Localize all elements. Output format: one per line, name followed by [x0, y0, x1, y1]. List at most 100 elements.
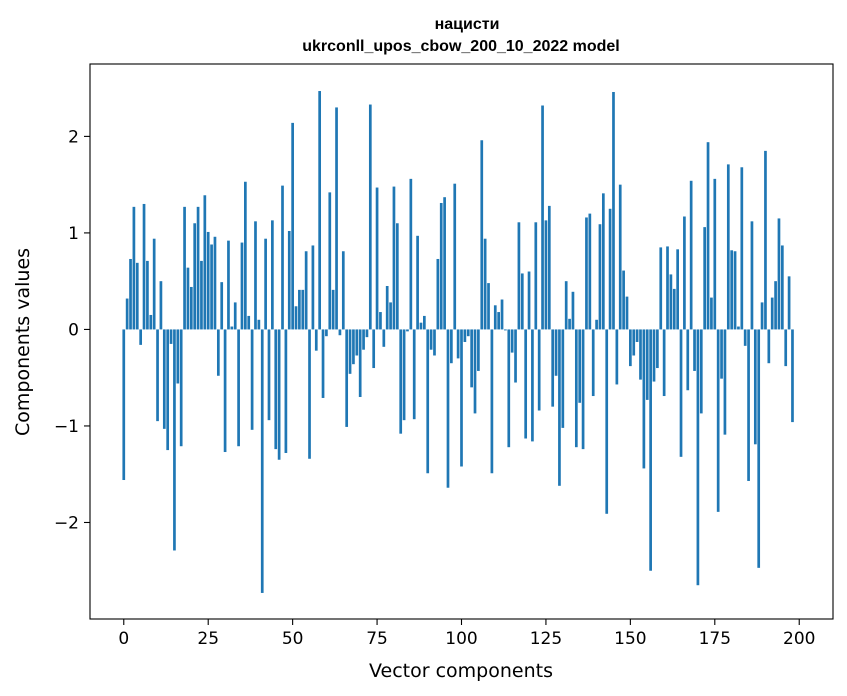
- bar: [321, 329, 325, 398]
- bar: [510, 329, 514, 353]
- bar: [216, 329, 220, 376]
- bar: [534, 222, 538, 330]
- bar: [193, 223, 197, 330]
- bar: [541, 105, 544, 330]
- bar: [206, 231, 210, 330]
- bar: [544, 220, 548, 330]
- bar: [770, 297, 774, 330]
- x-axis-ticks: 0 25 50 75 100 125 150 175 200: [118, 619, 815, 649]
- bar: [412, 329, 416, 420]
- bar: [267, 329, 271, 421]
- bar: [672, 288, 676, 330]
- bar: [750, 221, 754, 330]
- x-tick-label: 25: [197, 629, 219, 649]
- bar: [470, 329, 473, 388]
- bar: [595, 319, 598, 330]
- bar: [183, 206, 186, 330]
- bar: [574, 329, 578, 448]
- bar: [362, 329, 365, 350]
- bar: [250, 329, 254, 430]
- bar: [379, 312, 382, 330]
- bar: [179, 329, 183, 447]
- bar: [466, 329, 470, 337]
- bar: [764, 150, 767, 330]
- x-tick-label: 50: [282, 629, 304, 649]
- bar: [666, 246, 669, 330]
- bar: [527, 271, 531, 330]
- bar: [426, 329, 430, 474]
- bar: [625, 296, 629, 330]
- y-tick-label: 1: [68, 224, 79, 244]
- bar: [314, 329, 318, 351]
- bar: [703, 227, 707, 330]
- bar: [122, 329, 126, 481]
- bar: [304, 251, 308, 330]
- x-tick-label: 150: [614, 629, 646, 649]
- bar: [493, 305, 497, 330]
- bar: [537, 329, 541, 411]
- bar: [601, 193, 605, 330]
- bar: [419, 322, 423, 330]
- y-axis-ticks: −2 −1 0 1 2: [54, 127, 90, 533]
- bar: [325, 329, 328, 337]
- bar: [368, 104, 372, 330]
- bar: [767, 329, 771, 364]
- bar: [747, 329, 750, 481]
- bar: [612, 91, 615, 330]
- bar: [450, 329, 453, 364]
- bar: [335, 107, 338, 330]
- bar: [571, 291, 575, 330]
- bar: [186, 267, 190, 330]
- bar: [125, 298, 129, 330]
- bar: [696, 329, 700, 586]
- x-tick-label: 200: [783, 629, 815, 649]
- bar: [338, 329, 342, 336]
- y-tick-label: −1: [54, 417, 79, 437]
- bar: [341, 251, 345, 330]
- bar: [230, 326, 234, 330]
- bar: [531, 329, 534, 442]
- x-tick-label: 175: [699, 629, 731, 649]
- bar: [409, 178, 413, 330]
- bar: [733, 251, 737, 330]
- bar: [720, 329, 723, 379]
- bar: [480, 140, 484, 330]
- bar: [213, 236, 217, 330]
- bar: [291, 122, 294, 330]
- bar: [135, 262, 139, 330]
- bar: [382, 329, 386, 347]
- bar: [568, 318, 571, 330]
- bar: [784, 329, 788, 367]
- bar: [156, 329, 159, 422]
- bar: [605, 329, 609, 514]
- bar: [375, 187, 379, 330]
- y-axis-label: Components values: [12, 248, 34, 436]
- bar: [699, 329, 703, 414]
- bars-group: [122, 91, 794, 593]
- bar: [142, 203, 146, 330]
- bar: [395, 223, 399, 330]
- bar: [402, 329, 406, 421]
- x-tick-label: 0: [118, 629, 129, 649]
- bar: [723, 329, 727, 435]
- bar: [308, 329, 311, 459]
- bar: [166, 329, 170, 451]
- bar: [189, 286, 193, 330]
- bar: [716, 329, 720, 512]
- bar: [443, 197, 446, 330]
- bar: [777, 218, 781, 330]
- bar: [162, 329, 166, 429]
- bar: [683, 216, 686, 330]
- bar: [399, 329, 403, 434]
- y-tick-label: 2: [68, 127, 79, 147]
- bar: [139, 329, 143, 345]
- bar: [497, 312, 501, 330]
- bar: [760, 302, 764, 330]
- bar: [679, 329, 683, 457]
- chart-title-line-2: ukrconll_upos_cbow_200_10_2022 model: [302, 38, 619, 55]
- bar: [352, 329, 355, 365]
- bar: [706, 142, 710, 330]
- bar: [132, 206, 136, 330]
- bar: [645, 329, 649, 400]
